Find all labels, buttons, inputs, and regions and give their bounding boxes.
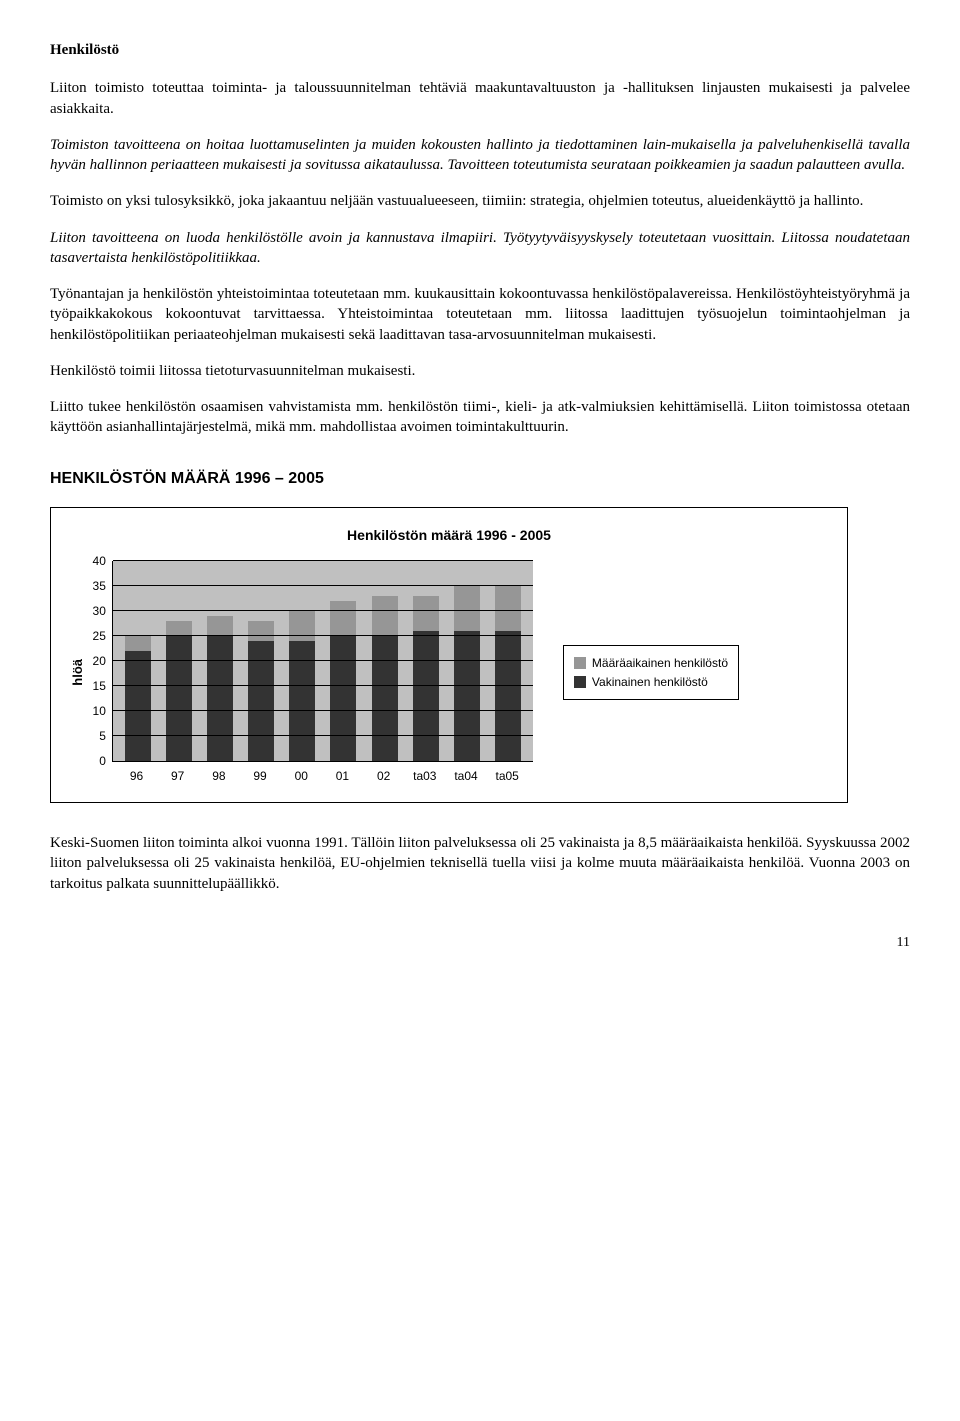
y-ticks: 4035302520151050 (93, 561, 106, 761)
x-tick: 01 (329, 768, 355, 784)
x-tick: ta03 (412, 768, 438, 784)
legend-label-temp: Määräaikainen henkilöstö (592, 655, 728, 671)
y-axis-label: hlöä (69, 659, 87, 686)
paragraph-2: Toimiston tavoitteena on hoitaa luottamu… (50, 135, 910, 176)
legend-item-temp: Määräaikainen henkilöstö (574, 655, 728, 671)
bar-group (207, 616, 233, 761)
grid-line (113, 610, 533, 611)
paragraph-4: Liiton tavoitteena on luoda henkilöstöll… (50, 228, 910, 269)
bar-segment-temporary (372, 596, 398, 636)
paragraph-footer: Keski-Suomen liiton toiminta alkoi vuonn… (50, 833, 910, 894)
chart-container: Henkilöstön määrä 1996 - 2005 hlöä 40353… (50, 507, 848, 803)
bar-segment-permanent (372, 636, 398, 761)
bar-segment-temporary (125, 636, 151, 651)
bar-segment-temporary (454, 586, 480, 631)
x-tick: 02 (371, 768, 397, 784)
paragraph-5: Työnantajan ja henkilöstön yhteistoimint… (50, 284, 910, 345)
x-tick: ta04 (453, 768, 479, 784)
paragraph-1: Liiton toimisto toteuttaa toiminta- ja t… (50, 78, 910, 119)
grid-line (113, 560, 533, 561)
bar-segment-permanent (495, 631, 521, 761)
grid-line (113, 635, 533, 636)
bar-segment-temporary (413, 596, 439, 631)
chart-title: Henkilöstön määrä 1996 - 2005 (69, 526, 829, 545)
grid-line (113, 710, 533, 711)
x-tick: 99 (247, 768, 273, 784)
paragraph-6: Henkilöstö toimii liitossa tietoturvasuu… (50, 361, 910, 381)
grid-line (113, 585, 533, 586)
x-tick: 97 (165, 768, 191, 784)
x-tick: 00 (288, 768, 314, 784)
x-ticks: 96 97 98 99 00 01 02 ta03 ta04 ta05 (112, 768, 532, 784)
bar-group (248, 621, 274, 761)
bar-segment-permanent (330, 636, 356, 761)
bar-segment-permanent (125, 651, 151, 761)
bar-segment-temporary (289, 611, 315, 641)
x-tick: ta05 (494, 768, 520, 784)
bar-segment-permanent (207, 636, 233, 761)
bar-segment-permanent (454, 631, 480, 761)
paragraph-3: Toimisto on yksi tulosyksikkö, joka jaka… (50, 191, 910, 211)
bar-segment-permanent (289, 641, 315, 761)
bar-group (289, 611, 315, 761)
heading-chart: HENKILÖSTÖN MÄÄRÄ 1996 – 2005 (50, 468, 910, 490)
x-tick: 98 (206, 768, 232, 784)
bar-segment-temporary (207, 616, 233, 636)
legend-label-perm: Vakinainen henkilöstö (592, 674, 708, 690)
bar-segment-temporary (248, 621, 274, 641)
bar-group (330, 601, 356, 761)
grid-line (113, 735, 533, 736)
grid-line (113, 685, 533, 686)
bar-segment-temporary (330, 601, 356, 636)
bar-segment-permanent (413, 631, 439, 761)
grid-line (113, 660, 533, 661)
chart-legend: Määräaikainen henkilöstö Vakinainen henk… (563, 645, 739, 700)
heading-henkilosto: Henkilöstö (50, 40, 910, 60)
bar-group (166, 621, 192, 761)
legend-item-perm: Vakinainen henkilöstö (574, 674, 728, 690)
x-tick: 96 (124, 768, 150, 784)
paragraph-7: Liitto tukee henkilöstön osaamisen vahvi… (50, 397, 910, 438)
plot-area (112, 561, 533, 762)
bar-segment-permanent (248, 641, 274, 761)
bar-group (125, 636, 151, 761)
bar-segment-temporary (495, 586, 521, 631)
bar-group (413, 596, 439, 761)
bar-segment-permanent (166, 636, 192, 761)
bar-segment-temporary (166, 621, 192, 636)
swatch-temp-icon (574, 657, 586, 669)
bar-group (372, 596, 398, 761)
swatch-perm-icon (574, 676, 586, 688)
page-number: 11 (50, 934, 910, 953)
